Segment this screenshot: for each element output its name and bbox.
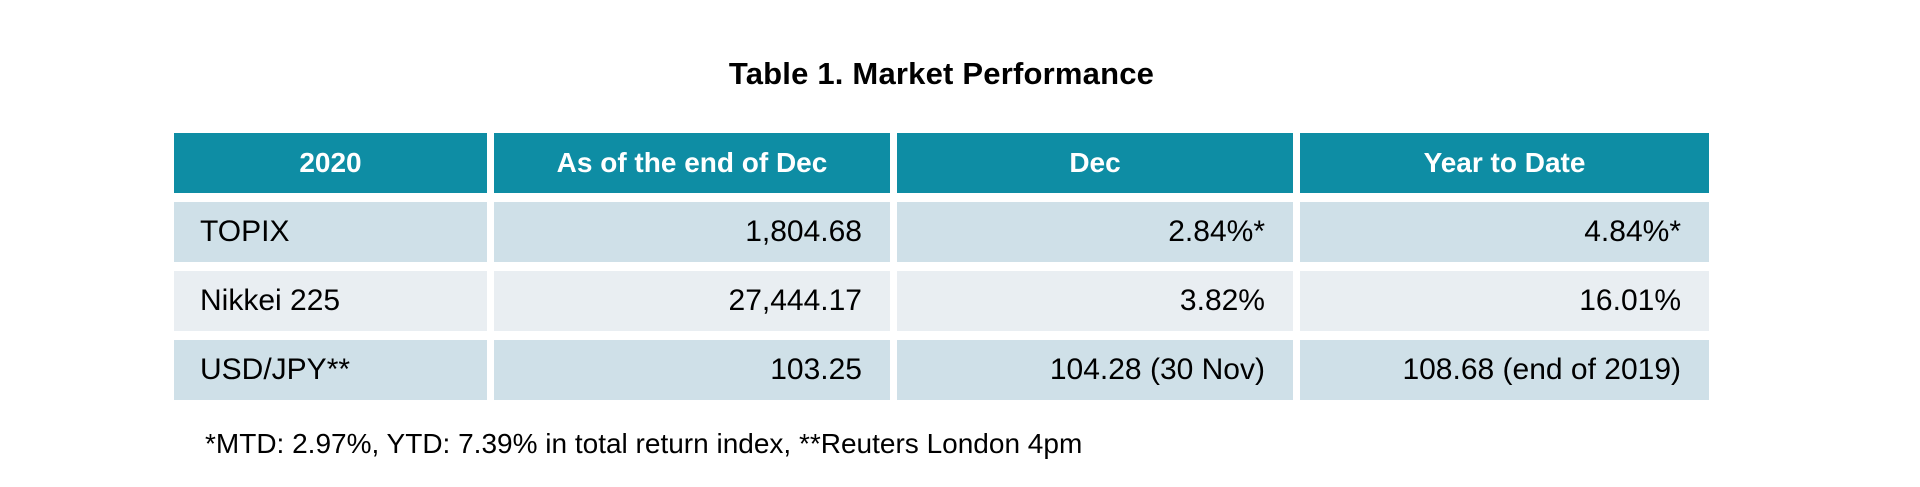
usdjpy-end-of-dec: 103.25 [494,340,890,400]
row-label-topix: TOPIX [174,202,487,262]
column-header-year: 2020 [174,133,487,193]
topix-ytd: 4.84%* [1300,202,1709,262]
page-title: Table 1. Market Performance [728,56,1155,91]
topix-dec: 2.84%* [897,202,1293,262]
usdjpy-dec: 104.28 (30 Nov) [897,340,1293,400]
market-performance-table: 2020 As of the end of Dec Dec Year to Da… [174,133,1709,400]
column-header-dec: Dec [897,133,1293,193]
nikkei-dec: 3.82% [897,271,1293,331]
usdjpy-ytd: 108.68 (end of 2019) [1300,340,1709,400]
column-header-ytd: Year to Date [1300,133,1709,193]
nikkei-ytd: 16.01% [1300,271,1709,331]
table-footnote: *MTD: 2.97%, YTD: 7.39% in total return … [205,428,1083,459]
nikkei-end-of-dec: 27,444.17 [494,271,890,331]
column-header-end-of-dec: As of the end of Dec [494,133,890,193]
topix-end-of-dec: 1,804.68 [494,202,890,262]
row-label-nikkei225: Nikkei 225 [174,271,487,331]
row-label-usdjpy: USD/JPY** [174,340,487,400]
